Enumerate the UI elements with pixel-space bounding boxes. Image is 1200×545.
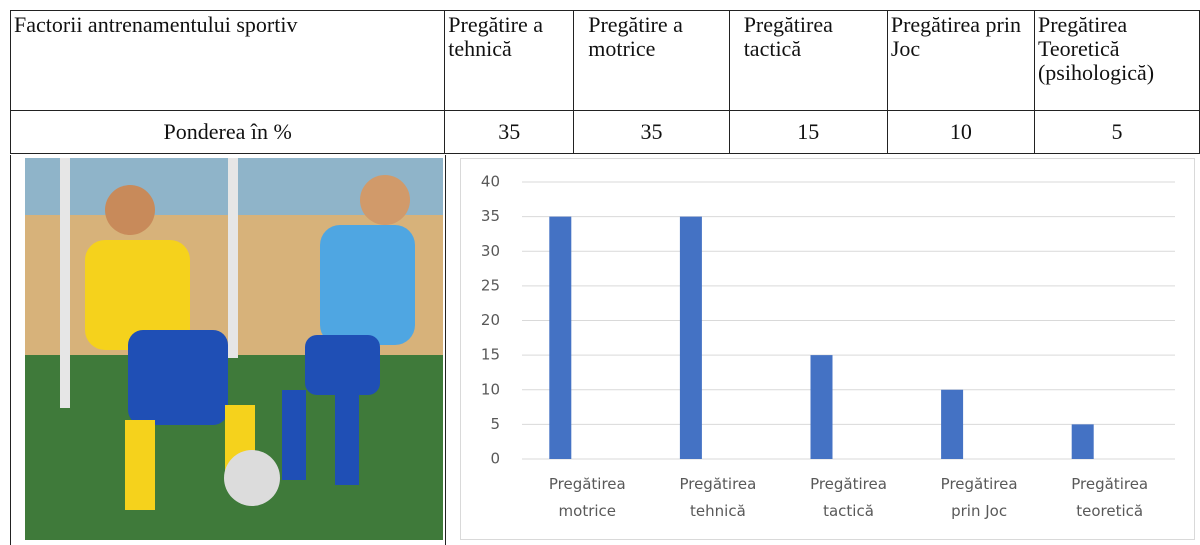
header-cell: Pregătire a tehnică — [444, 10, 575, 111]
chart-frame — [460, 158, 1195, 540]
y-tick-label: 15 — [481, 346, 500, 364]
photo-ball — [224, 450, 280, 506]
header-cell: Pregătirea Teoretică (psihologică) — [1033, 10, 1200, 111]
photo-goalpost — [60, 158, 70, 408]
cell: 10 — [886, 110, 1035, 154]
x-tick-label: Pregătirea tehnică — [679, 475, 756, 520]
x-tick-label: Pregătirea motrice — [549, 475, 626, 520]
bar — [941, 389, 964, 459]
header-cell: Factorii antrenamentului sportiv — [9, 10, 446, 111]
bar — [679, 216, 702, 459]
photo-player-leg — [335, 395, 359, 485]
header-text: Factorii antrenamentului sportiv — [14, 12, 298, 37]
x-tick-label: Pregătirea tactică — [810, 475, 887, 520]
x-tick-label: Pregătirea prin Joc — [941, 475, 1018, 520]
y-tick-label: 20 — [481, 311, 500, 329]
header-row: Factorii antrenamentului sportiv Pregăti… — [9, 10, 1200, 111]
y-tick-label: 25 — [481, 276, 500, 294]
photo-player-shirt — [85, 240, 190, 350]
table: Factorii antrenamentului sportiv Pregăti… — [9, 10, 1200, 154]
header-cell: Pregătirea prin Joc — [886, 10, 1035, 111]
photo — [25, 158, 443, 540]
y-tick-label: 0 — [490, 450, 500, 468]
bar — [810, 355, 833, 459]
photo-player-shorts — [305, 335, 380, 395]
photo-goalpost — [228, 158, 238, 358]
photo-player-shirt — [320, 225, 415, 345]
photo-player-head — [360, 175, 410, 225]
y-tick-label: 40 — [481, 173, 500, 191]
cell: 35 — [444, 110, 575, 154]
y-tick-label: 35 — [481, 207, 500, 225]
cell: Ponderea în % — [9, 110, 446, 154]
cell: 15 — [728, 110, 888, 154]
cell: 5 — [1033, 110, 1200, 154]
photo-player-shorts — [128, 330, 228, 425]
header-cell: Pregătire a motrice — [573, 10, 730, 111]
photo-player-leg — [282, 390, 306, 480]
data-row: Ponderea în % 35 35 15 10 5 — [9, 110, 1200, 154]
y-tick-label: 10 — [481, 380, 500, 398]
photo-player-leg — [125, 420, 155, 510]
photo-player-head — [105, 185, 155, 235]
chart: 0 5 10 15 20 25 30 35 40 Pregătirea motrice Pregăti… — [481, 173, 1175, 520]
bar — [549, 216, 572, 459]
bar — [1071, 424, 1094, 459]
y-tick-label: 5 — [490, 415, 500, 433]
cell: 35 — [573, 110, 730, 154]
y-tick-label: 30 — [481, 242, 500, 260]
x-tick-label: Pregătirea teoretică — [1071, 475, 1148, 520]
